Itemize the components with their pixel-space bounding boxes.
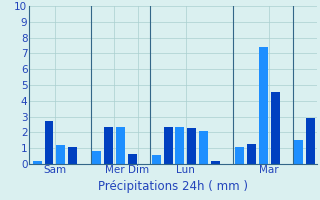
Bar — [164, 127, 172, 164]
Bar — [33, 161, 42, 164]
Bar — [199, 131, 208, 164]
Bar — [235, 147, 244, 164]
Bar — [44, 121, 53, 164]
Bar — [128, 154, 137, 164]
Bar — [211, 161, 220, 164]
Bar — [152, 155, 161, 164]
Bar — [104, 127, 113, 164]
Bar — [306, 118, 315, 164]
Bar — [247, 144, 256, 164]
Bar — [92, 151, 101, 164]
Bar — [116, 127, 125, 164]
Bar — [259, 47, 268, 164]
X-axis label: Précipitations 24h ( mm ): Précipitations 24h ( mm ) — [98, 180, 248, 193]
Bar — [294, 140, 303, 164]
Bar — [68, 147, 77, 164]
Bar — [56, 145, 65, 164]
Bar — [175, 127, 184, 164]
Bar — [188, 128, 196, 164]
Bar — [271, 92, 280, 164]
